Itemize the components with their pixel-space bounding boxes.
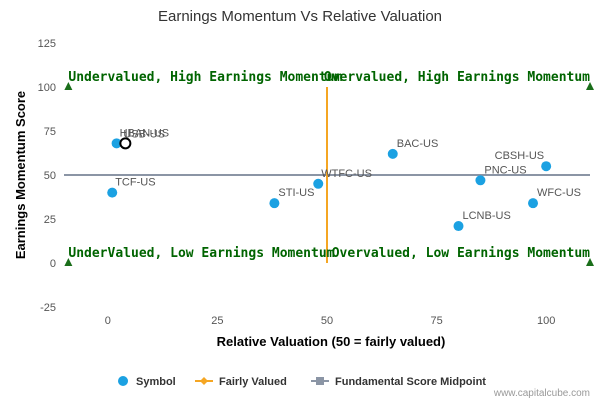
y-tick-label: 75 <box>44 126 56 138</box>
legend-midpoint-label: Fundamental Score Midpoint <box>335 376 486 388</box>
y-tick-label: 100 <box>38 82 56 94</box>
data-point-label: BAC-US <box>397 138 439 150</box>
legend-fairly-valued-marker <box>200 377 208 385</box>
triangle-marker <box>64 82 73 90</box>
y-axis-ticks: -25 0 25 50 75 100 125 <box>38 38 56 314</box>
data-point-label: PNC-US <box>484 164 526 176</box>
data-point-label: WFC-US <box>537 187 581 199</box>
quadrant-label-undervalued-high: Undervalued, High Earnings Momentum <box>68 70 342 85</box>
legend-item-midpoint[interactable]: Fundamental Score Midpoint <box>311 376 486 388</box>
data-point-label: HBAN-US <box>120 127 170 139</box>
legend-item-fairly-valued[interactable]: Fairly Valued <box>195 376 287 388</box>
chart-title: Earnings Momentum Vs Relative Valuation <box>158 8 442 25</box>
x-tick-label: 0 <box>105 315 111 327</box>
data-point-label: TCF-US <box>115 177 155 189</box>
x-tick-label: 100 <box>537 315 555 327</box>
data-point[interactable] <box>269 198 280 209</box>
data-point[interactable] <box>475 175 486 186</box>
data-point[interactable] <box>528 198 539 209</box>
data-point[interactable] <box>119 137 132 150</box>
y-axis-title: Earnings Momentum Score <box>13 91 28 259</box>
data-point[interactable] <box>453 221 464 232</box>
quadrant-label-undervalued-low: UnderValued, Low Earnings Momentum <box>68 246 334 261</box>
data-point-label: WTFC-US <box>321 168 372 180</box>
x-tick-label: 75 <box>430 315 442 327</box>
data-point[interactable] <box>387 148 398 159</box>
x-tick-label: 50 <box>321 315 333 327</box>
quadrant-label-overvalued-low: Overvalued, Low Earnings Momentum <box>332 246 590 261</box>
data-point-label: LCNB-US <box>463 210 511 222</box>
data-point[interactable] <box>111 138 122 149</box>
data-point[interactable] <box>313 178 324 189</box>
y-tick-label: 125 <box>38 38 56 50</box>
legend: Symbol Fairly Valued Fundamental Score M… <box>118 376 486 388</box>
x-tick-label: 25 <box>211 315 223 327</box>
legend-fairly-valued-label: Fairly Valued <box>219 376 287 388</box>
quadrant-labels: Undervalued, High Earnings MomentumOverv… <box>68 70 590 261</box>
data-point-label: STI-US <box>278 187 314 199</box>
legend-item-symbol[interactable]: Symbol <box>118 376 176 388</box>
triangle-marker <box>586 258 594 266</box>
x-axis-ticks: 0 25 50 75 100 <box>105 315 556 327</box>
plot-area: -25 0 25 50 75 100 125 0 25 50 75 100 Undervalued,… <box>38 38 594 327</box>
legend-symbol-marker <box>118 376 128 386</box>
x-axis-title: Relative Valuation (50 = fairly valued) <box>217 334 446 349</box>
data-point-label: USB-US <box>123 128 165 140</box>
credit-text: www.capitalcube.com <box>493 388 590 399</box>
legend-midpoint-marker <box>316 377 324 385</box>
data-point-label: CBSH-US <box>495 150 545 162</box>
triangle-marker <box>586 82 594 90</box>
y-tick-label: 50 <box>44 170 56 182</box>
data-point[interactable] <box>541 161 552 172</box>
y-tick-label: 0 <box>50 258 56 270</box>
triangle-marker <box>64 258 73 266</box>
data-point[interactable] <box>107 187 118 198</box>
y-tick-label: -25 <box>40 302 56 314</box>
quadrant-corner-markers <box>64 82 594 266</box>
quadrant-label-overvalued-high: Overvalued, High Earnings Momentum <box>324 70 590 85</box>
y-tick-label: 25 <box>44 214 56 226</box>
legend-symbol-label: Symbol <box>136 376 176 388</box>
